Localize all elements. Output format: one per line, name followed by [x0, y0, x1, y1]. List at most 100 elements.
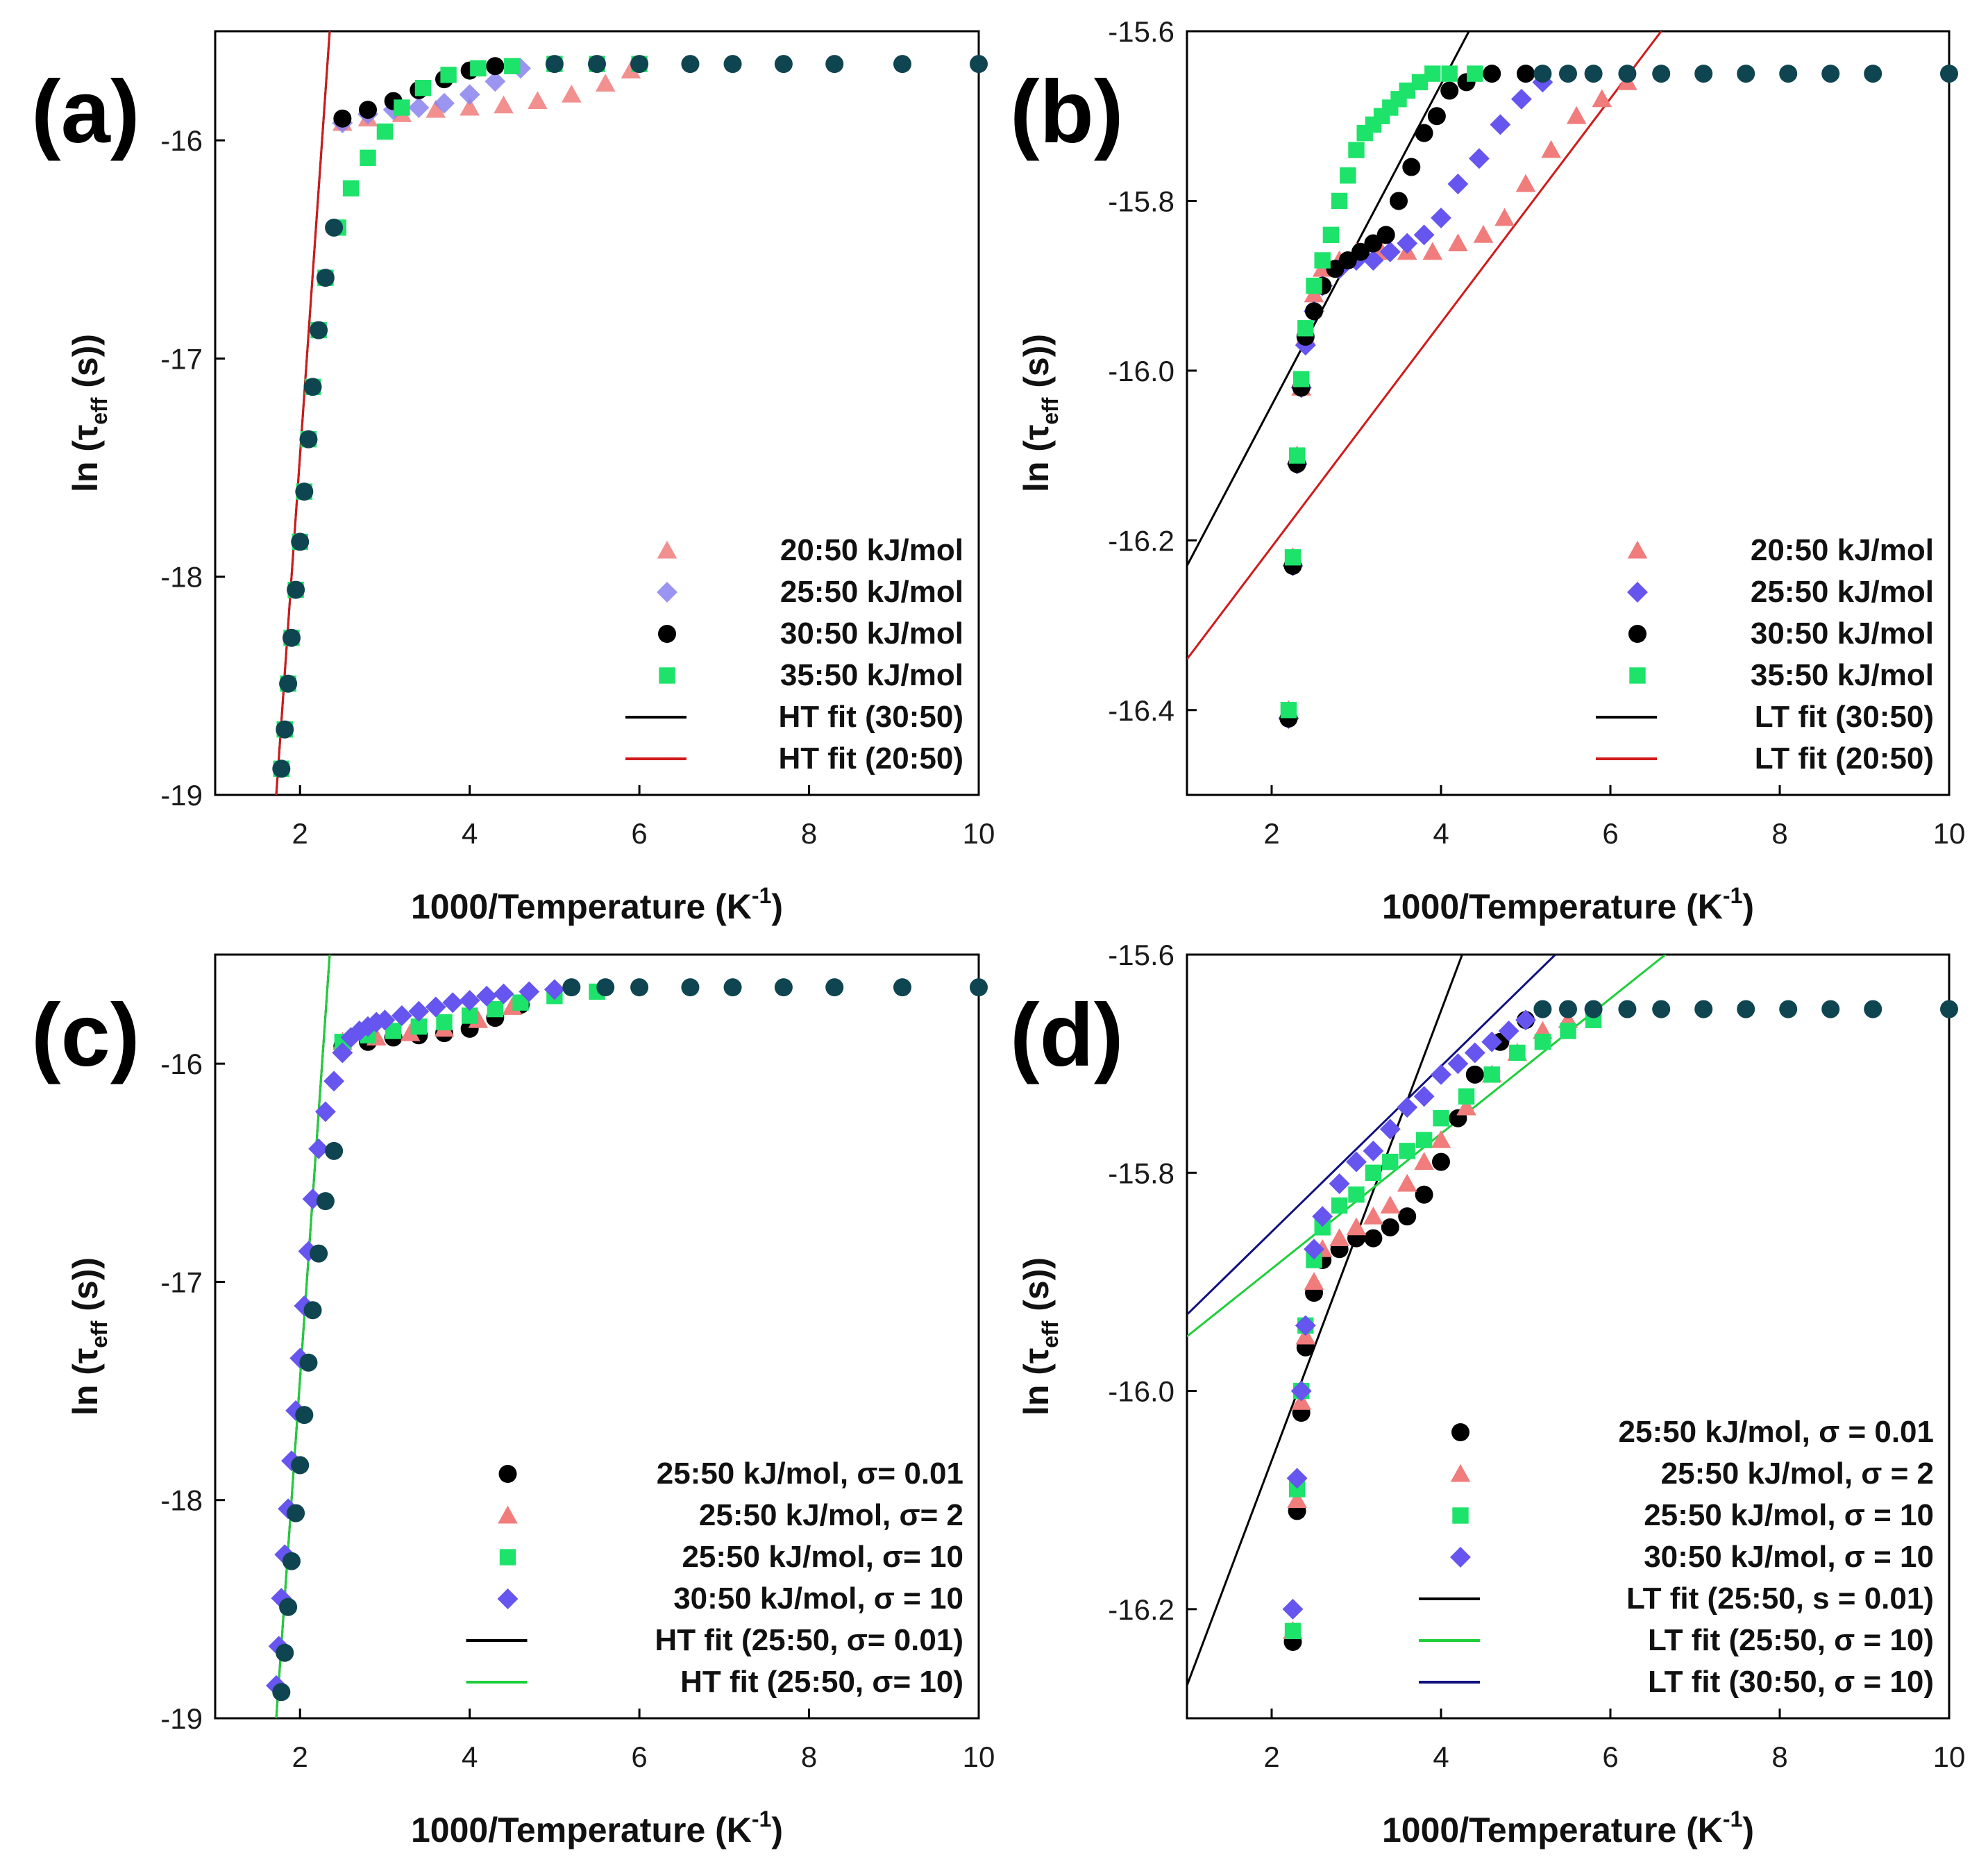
data-point — [279, 1597, 298, 1616]
data-point — [893, 55, 911, 74]
x-tick-label: 2 — [1263, 1740, 1279, 1773]
legend-symbol — [1629, 667, 1646, 684]
legend-label: 25:50 kJ/mol, σ= 0.01 — [657, 1457, 963, 1491]
y-tick-label: -18 — [160, 1484, 203, 1517]
data-point — [1473, 225, 1494, 243]
y-tick-label: -15.6 — [1108, 939, 1174, 971]
data-point — [1331, 1197, 1348, 1214]
data-point — [410, 1018, 428, 1035]
data-point — [314, 1101, 336, 1123]
legend-label: 30:50 kJ/mol — [780, 616, 963, 651]
data-point — [295, 483, 314, 501]
panel-label: (a) — [31, 62, 140, 162]
data-point — [1363, 1140, 1384, 1161]
data-point — [681, 55, 700, 74]
data-point — [1560, 1023, 1576, 1039]
y-tick-label: -15.8 — [1108, 1157, 1174, 1189]
x-tick-label: 2 — [292, 817, 308, 850]
data-point — [1286, 1468, 1308, 1489]
x-tick-label: 6 — [1602, 1740, 1618, 1773]
data-point — [1465, 1065, 1484, 1084]
data-point — [1441, 65, 1458, 82]
data-point — [1534, 1034, 1551, 1050]
data-point — [299, 1353, 318, 1372]
data-point — [1821, 1000, 1840, 1018]
data-point — [1326, 260, 1345, 278]
data-point — [295, 1406, 314, 1425]
data-point — [1306, 277, 1322, 294]
data-point — [279, 674, 298, 693]
legend-symbol — [658, 625, 676, 643]
x-axis-title: 1000/Temperature (K-1) — [1382, 883, 1754, 926]
data-point — [310, 321, 328, 339]
data-point — [562, 978, 581, 997]
data-point — [1618, 1000, 1637, 1018]
x-tick-label: 10 — [1933, 817, 1966, 850]
legend-label: LT fit (30:50) — [1755, 700, 1934, 734]
data-point — [1431, 207, 1451, 228]
data-point — [487, 1000, 504, 1018]
data-point — [681, 978, 700, 997]
data-point — [1515, 1009, 1536, 1031]
data-point — [359, 101, 377, 119]
series-30-50-kj-mol-10 — [266, 979, 565, 1696]
data-point — [385, 1023, 402, 1039]
data-point — [1288, 1481, 1306, 1497]
legend-symbol — [1627, 582, 1648, 603]
data-point — [1779, 65, 1798, 83]
data-point — [1592, 89, 1612, 108]
data-point — [1314, 1219, 1331, 1236]
legend-label: 30:50 kJ/mol, σ = 10 — [673, 1581, 963, 1616]
data-point — [1348, 142, 1365, 158]
data-point — [414, 80, 432, 97]
y-tick-label: -16.2 — [1108, 1593, 1174, 1626]
data-point — [272, 760, 291, 778]
y-axis-title: ln (τeff (s)) — [1017, 1257, 1063, 1416]
legend-label: 25:50 kJ/mol, σ = 0.01 — [1619, 1415, 1934, 1449]
data-point — [1433, 1110, 1449, 1127]
data-point — [1427, 107, 1446, 126]
data-point — [544, 979, 565, 1000]
panel-label: (c) — [31, 986, 140, 1085]
data-point — [333, 109, 352, 128]
data-point — [1448, 233, 1468, 251]
data-point — [1399, 1143, 1415, 1159]
data-point — [1533, 65, 1552, 83]
data-point — [308, 1138, 330, 1159]
legend-symbol — [657, 540, 677, 559]
legend-label: HT fit (25:50, σ= 10) — [680, 1665, 963, 1699]
data-point — [970, 978, 988, 997]
data-point — [303, 1301, 322, 1320]
data-point — [1382, 1153, 1399, 1171]
data-point — [528, 91, 548, 110]
data-point — [1483, 1066, 1500, 1083]
data-point — [1322, 226, 1340, 244]
data-point — [360, 149, 376, 166]
y-tick-label: -16 — [160, 124, 203, 157]
data-point — [366, 1012, 387, 1033]
data-point — [562, 84, 582, 103]
data-point — [1329, 1173, 1350, 1194]
data-point — [1424, 65, 1441, 82]
data-point — [1293, 371, 1310, 387]
data-point — [970, 55, 988, 74]
y-tick-label: -16.4 — [1108, 694, 1174, 727]
data-point — [323, 1071, 345, 1092]
data-point — [893, 978, 911, 997]
data-point — [436, 1014, 453, 1031]
data-point — [348, 1021, 370, 1041]
data-point — [1694, 65, 1713, 83]
data-point — [630, 55, 649, 74]
series-25-50-kj-mol-10 — [1284, 1012, 1602, 1639]
y-tick-label: -17 — [160, 1266, 203, 1298]
y-tick-label: -16.0 — [1108, 355, 1174, 387]
data-point — [774, 55, 793, 74]
data-point — [374, 1009, 396, 1031]
data-point — [1414, 1152, 1434, 1171]
data-point — [1447, 1053, 1469, 1075]
data-point — [1456, 1097, 1476, 1116]
y-tick-label: -16.2 — [1108, 524, 1174, 557]
data-point — [291, 1456, 310, 1475]
legend-label: HT fit (25:50, σ= 0.01) — [655, 1623, 963, 1657]
data-point — [1415, 1185, 1433, 1204]
